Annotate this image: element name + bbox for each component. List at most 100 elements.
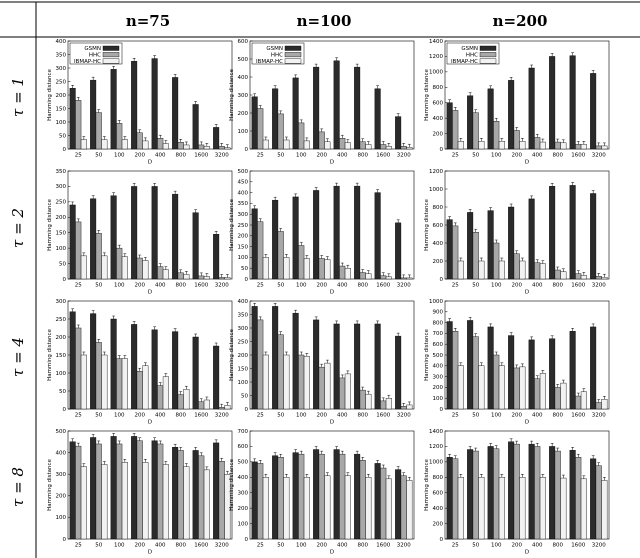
bar-gsmn — [272, 199, 279, 280]
bar-gsmn — [395, 335, 402, 410]
y-axis-label: Hamming distance — [424, 198, 430, 250]
x-axis-label: D — [148, 160, 152, 166]
legend-label: GSMN — [461, 46, 478, 52]
y-tick-label: 200 — [433, 385, 444, 391]
bar-gsmn — [292, 77, 299, 150]
x-tick-label: 800 — [176, 153, 187, 159]
bar-hhc — [513, 130, 520, 150]
y-tick-label: 200 — [238, 234, 249, 240]
bar-gsmn — [549, 186, 556, 280]
y-tick-label: 200 — [238, 353, 249, 359]
bar-ibmap-hc — [478, 365, 485, 410]
y-tick-label: 600 — [433, 342, 444, 348]
legend-swatch — [284, 58, 302, 64]
x-tick-label: 25 — [75, 413, 82, 419]
bar-ibmap-hc — [385, 398, 392, 410]
x-tick-label: 100 — [296, 153, 307, 159]
y-tick-label: 800 — [433, 475, 444, 481]
x-tick-label: 200 — [512, 413, 523, 419]
bar-ibmap-hc — [80, 354, 87, 410]
bar-hhc — [400, 475, 407, 540]
bar-hhc — [318, 131, 325, 150]
bar-hhc — [277, 334, 284, 410]
x-tick-label: 50 — [277, 543, 284, 549]
y-tick-label: 100 — [238, 255, 249, 261]
y-tick-label: 500 — [238, 460, 249, 466]
bar-hhc — [513, 253, 520, 280]
bar-ibmap-hc — [539, 373, 546, 410]
bar-gsmn — [354, 66, 361, 150]
y-tick-label: 600 — [433, 491, 444, 497]
bar-gsmn — [354, 185, 361, 280]
bar-hhc — [75, 327, 82, 410]
bar-hhc — [136, 257, 143, 280]
bar-hhc — [493, 121, 500, 150]
bar-hhc — [116, 123, 123, 150]
y-tick-label: 500 — [56, 429, 67, 435]
bar-ibmap-hc — [324, 141, 331, 150]
bar-hhc — [554, 387, 561, 410]
y-tick-label: 0 — [245, 147, 249, 153]
bar-ibmap-hc — [385, 146, 392, 150]
x-tick-label: 3200 — [215, 543, 229, 549]
y-tick-label: 500 — [433, 353, 444, 359]
y-axis-label: Hamming distance — [229, 458, 235, 510]
bar-gsmn — [251, 208, 258, 280]
bar-gsmn — [69, 441, 76, 540]
y-tick-label: 300 — [238, 326, 249, 332]
bar-ibmap-hc — [162, 376, 169, 410]
x-axis-label: D — [330, 290, 334, 296]
x-tick-label: 50 — [277, 153, 284, 159]
bar-ibmap-hc — [560, 271, 567, 280]
legend-label: GSMN — [266, 46, 283, 52]
x-tick-label: 25 — [257, 543, 264, 549]
y-tick-label: 50 — [241, 266, 248, 272]
bar-hhc — [554, 269, 561, 280]
y-tick-label: 0 — [63, 147, 67, 153]
legend-label: HHC — [466, 52, 478, 58]
y-tick-label: 400 — [433, 116, 444, 122]
y-tick-label: 0 — [245, 407, 249, 413]
row-header-tau4: τ = 4 — [9, 337, 27, 377]
x-tick-label: 25 — [75, 153, 82, 159]
bar-ibmap-hc — [203, 469, 210, 540]
x-tick-label: 100 — [296, 543, 307, 549]
y-tick-label: 0 — [245, 537, 249, 543]
y-tick-label: 200 — [433, 259, 444, 265]
plot-frame — [444, 430, 610, 540]
bar-ibmap-hc — [162, 269, 169, 280]
column-header-n200: n=200 — [493, 12, 548, 30]
bar-hhc — [575, 457, 582, 540]
bar-gsmn — [90, 313, 97, 410]
x-tick-label: 25 — [257, 283, 264, 289]
bar-ibmap-hc — [80, 255, 87, 280]
legend-label: IBMAP-HC — [451, 59, 478, 65]
x-tick-label: 100 — [491, 413, 502, 419]
y-tick-label: 100 — [56, 246, 67, 252]
legend-label: HHC — [271, 52, 283, 58]
bar-gsmn — [313, 449, 320, 540]
x-tick-label: 400 — [337, 283, 348, 289]
bar-ibmap-hc — [365, 144, 372, 150]
y-tick-label: 250 — [56, 200, 67, 206]
bar-hhc — [493, 448, 500, 540]
bar-gsmn — [110, 318, 117, 410]
y-tick-label: 400 — [433, 506, 444, 512]
x-tick-label: 1600 — [571, 153, 585, 159]
x-tick-label: 1600 — [571, 543, 585, 549]
bar-gsmn — [151, 440, 158, 540]
x-tick-label: 25 — [452, 283, 459, 289]
x-tick-label: 200 — [135, 413, 146, 419]
y-tick-label: 0 — [440, 277, 444, 283]
x-tick-label: 400 — [155, 283, 166, 289]
y-tick-label: 500 — [238, 57, 249, 63]
x-tick-label: 3200 — [215, 283, 229, 289]
bar-ibmap-hc — [478, 141, 485, 150]
y-tick-label: 800 — [433, 320, 444, 326]
x-tick-label: 3200 — [592, 413, 606, 419]
bar-ibmap-hc — [560, 477, 567, 540]
bar-gsmn — [528, 67, 535, 150]
bar-ibmap-hc — [519, 141, 526, 150]
bar-ibmap-hc — [121, 139, 128, 150]
y-tick-label: 1400 — [429, 39, 443, 45]
